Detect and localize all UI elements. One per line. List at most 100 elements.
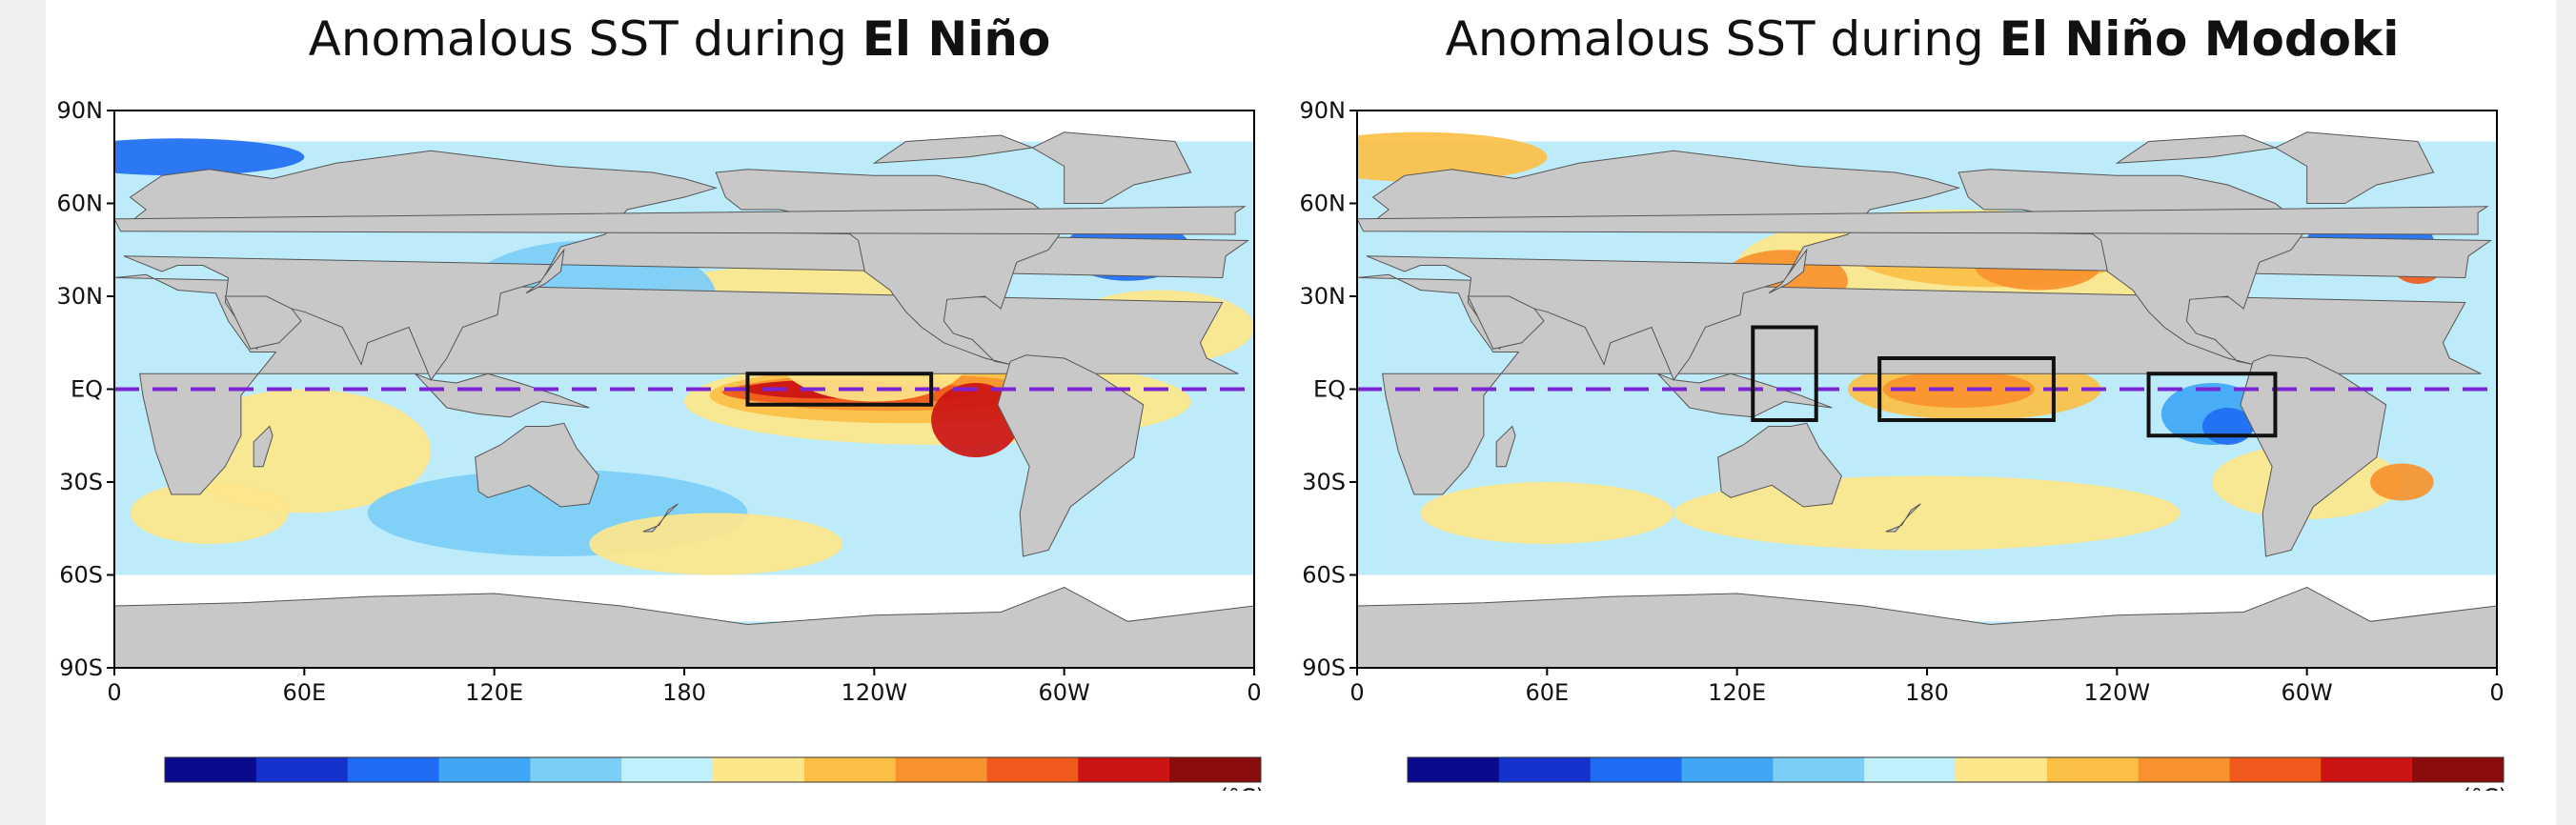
colorbar-frame bbox=[164, 756, 1262, 783]
colorbar-tick-label: 0.5 bbox=[2120, 790, 2157, 791]
y-tick-label: 60N bbox=[1300, 191, 1347, 217]
land-madagascar bbox=[1495, 425, 1516, 468]
sst-anomaly-map: 90N60N30NEQ30S60S90S060E120E180120W60W0−… bbox=[1300, 97, 2508, 791]
x-tick-label: 180 bbox=[1905, 679, 1949, 706]
land-arctic_isl bbox=[2115, 134, 2278, 164]
land-australia bbox=[1717, 422, 1842, 508]
colorbar-tick-label: 1.5 bbox=[1151, 790, 1187, 791]
colorbar-swatch bbox=[1956, 757, 2048, 782]
y-tick-label: 90S bbox=[1302, 654, 1346, 681]
anomaly-patch bbox=[931, 383, 1021, 457]
colorbar-swatch bbox=[713, 757, 805, 782]
colorbar-tick-label: 0 bbox=[705, 790, 720, 791]
colorbar-swatch bbox=[1681, 757, 1774, 782]
index-box bbox=[745, 372, 934, 407]
colorbar-tick-label: 1 bbox=[2314, 790, 2328, 791]
colorbar-tick-label: −0.75 bbox=[1647, 790, 1717, 791]
land-greenland bbox=[2274, 131, 2435, 204]
x-tick-label: 60W bbox=[1039, 679, 1090, 706]
colorbar-swatch bbox=[1078, 757, 1170, 782]
colorbar-swatch bbox=[1169, 757, 1262, 782]
index-box bbox=[2146, 372, 2278, 438]
colorbar-swatch bbox=[803, 757, 897, 782]
land-antarctica bbox=[1357, 586, 2497, 668]
y-tick-label: EQ bbox=[71, 376, 103, 403]
x-tick-label: 0 bbox=[107, 679, 121, 706]
land-japan bbox=[525, 248, 565, 294]
x-tick-label: 0 bbox=[1247, 679, 1261, 706]
land-nz bbox=[1885, 503, 1921, 533]
colorbar-tick-label: 1.5 bbox=[2394, 790, 2430, 791]
panel-title: Anomalous SST during El Niño bbox=[308, 11, 1051, 67]
anomaly-patch bbox=[2370, 463, 2434, 501]
colorbar-swatch bbox=[2321, 757, 2413, 782]
colorbar-tick-label: 0.25 bbox=[2021, 790, 2072, 791]
y-tick-label: 90S bbox=[59, 654, 103, 681]
colorbar-swatch bbox=[1590, 757, 1682, 782]
colorbar-tick-label: −0.5 bbox=[502, 790, 558, 791]
colorbar-swatch bbox=[1498, 757, 1592, 782]
land-arctic_isl bbox=[872, 134, 1035, 164]
colorbar-unit: (°C) bbox=[1220, 784, 1265, 791]
colorbar-tick-label: −1.5 bbox=[1471, 790, 1527, 791]
land-madagascar bbox=[253, 425, 274, 468]
colorbar-tick-label: 0.75 bbox=[2204, 790, 2255, 791]
anomaly-patch bbox=[1882, 371, 2035, 408]
colorbar-swatch bbox=[347, 757, 439, 782]
colorbar-tick-label: 0.25 bbox=[779, 790, 829, 791]
y-tick-label: 90N bbox=[1300, 97, 1347, 124]
colorbar-tick-label: −0.25 bbox=[1829, 790, 1899, 791]
land-uk bbox=[114, 206, 1247, 235]
land-japan bbox=[1768, 248, 1808, 294]
colorbar-tick-label: −1.5 bbox=[229, 790, 284, 791]
y-tick-label: 30N bbox=[1300, 283, 1347, 310]
colorbar-tick-label: 0.5 bbox=[878, 790, 914, 791]
colorbar-tick-label: 0.75 bbox=[962, 790, 1012, 791]
sst-anomaly-map: 90N60N30NEQ30S60S90S060E120E180120W60W0−… bbox=[57, 97, 1266, 791]
el-nino-modoki-panel: Anomalous SST during El Niño Modoki 90N 6… bbox=[1288, 0, 2556, 825]
y-tick-label: EQ bbox=[1313, 376, 1346, 403]
colorbar-tick-label: −0.5 bbox=[1745, 790, 1800, 791]
x-tick-label: 120E bbox=[465, 679, 523, 706]
anomaly-patch bbox=[1357, 131, 1548, 182]
land-nz bbox=[642, 503, 679, 533]
colorbar-swatch bbox=[895, 757, 987, 782]
x-tick-label: 180 bbox=[662, 679, 706, 706]
index-box bbox=[1877, 356, 2056, 422]
colorbar-tick-label: 0 bbox=[1948, 790, 1962, 791]
y-tick-label: 30S bbox=[59, 469, 103, 495]
colorbar-swatch bbox=[2046, 757, 2140, 782]
index-box bbox=[1751, 325, 1818, 422]
colorbar-tick-label: 1 bbox=[1071, 790, 1085, 791]
x-tick-label: 120W bbox=[842, 679, 908, 706]
anomaly-patch bbox=[114, 138, 305, 176]
colorbar-swatch bbox=[1864, 757, 1957, 782]
y-tick-label: 60S bbox=[59, 562, 103, 589]
colorbar-frame bbox=[1407, 756, 2505, 783]
anomaly-patch bbox=[1420, 482, 1674, 544]
colorbar-tick-label: −1 bbox=[1573, 790, 1607, 791]
anomaly-patch bbox=[589, 513, 843, 575]
map-field bbox=[114, 111, 1254, 668]
colorbar-swatch bbox=[165, 757, 257, 782]
land-samerica bbox=[997, 354, 1145, 557]
y-tick-label: 60N bbox=[57, 191, 104, 217]
x-tick-label: 60E bbox=[1525, 679, 1569, 706]
y-tick-label: 30N bbox=[57, 283, 104, 310]
colorbar-swatch bbox=[530, 757, 622, 782]
y-tick-label: 30S bbox=[1302, 469, 1346, 495]
x-tick-label: 120W bbox=[2084, 679, 2151, 706]
colorbar-swatch bbox=[986, 757, 1079, 782]
land-arabia bbox=[224, 295, 302, 350]
colorbar-tick-label: −1 bbox=[331, 790, 364, 791]
colorbar-swatch bbox=[438, 757, 531, 782]
land-uk bbox=[1357, 206, 2489, 235]
y-tick-label: 90N bbox=[57, 97, 104, 124]
colorbar-unit: (°C) bbox=[2463, 784, 2507, 791]
el-nino-panel: Anomalous SST during El Niño 90N 60N 30N EQ… bbox=[46, 0, 1313, 825]
colorbar-swatch bbox=[2412, 757, 2505, 782]
land-indonesia bbox=[415, 372, 590, 418]
anomaly-patch bbox=[130, 482, 289, 544]
colorbar-swatch bbox=[2138, 757, 2230, 782]
land-arabia bbox=[1467, 295, 1545, 350]
